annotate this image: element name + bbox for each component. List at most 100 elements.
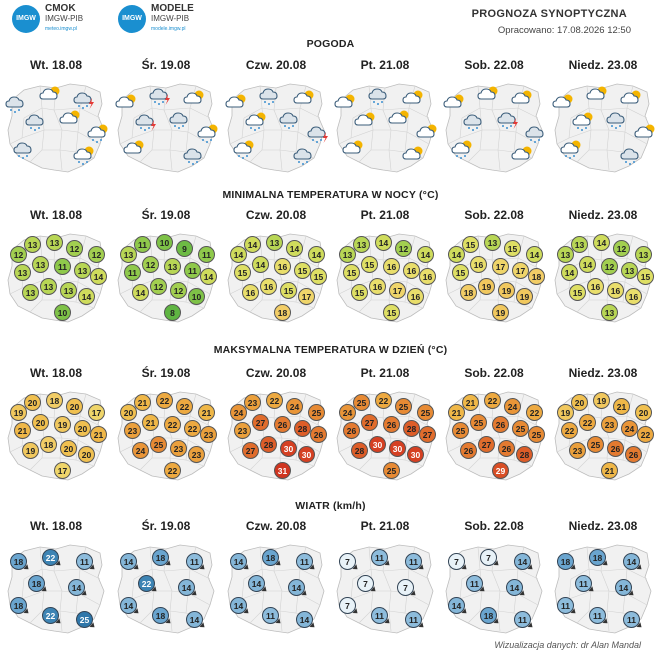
temperature-station-value: 16 bbox=[470, 256, 487, 273]
temperature-station-value: 26 bbox=[625, 446, 642, 463]
cloud-sun-icon bbox=[402, 90, 423, 104]
temperature-station-value: 19 bbox=[557, 404, 574, 421]
wind-speed-value: 18 bbox=[152, 607, 169, 624]
modele-logo[interactable]: IMGW MODELE IMGW-PIB modele.imgw.pl bbox=[118, 4, 194, 34]
temperature-station-value: 12 bbox=[395, 240, 412, 257]
day-map: 20 21 22 22 21 23 21 22 22 23 24 25 23 23 22 bbox=[112, 386, 220, 486]
cloud-storm-icon bbox=[135, 114, 156, 131]
temperature-station-value: 26 bbox=[383, 416, 400, 433]
temperature-station-value: 16 bbox=[369, 278, 386, 295]
wind-speed-value: 11 bbox=[296, 553, 313, 570]
temperature-station-value: 27 bbox=[242, 442, 259, 459]
day-label: Śr. 19.08 bbox=[141, 366, 191, 380]
temperature-station-value: 15 bbox=[234, 264, 251, 281]
wind-speed-value: 11 bbox=[371, 607, 388, 624]
temperature-station-value: 14 bbox=[375, 234, 392, 251]
wind-speed-value: 14 bbox=[288, 579, 305, 596]
temperature-station-value: 16 bbox=[587, 278, 604, 295]
wind-speed-value: 18 bbox=[589, 549, 606, 566]
temperature-station-value: 14 bbox=[561, 264, 578, 281]
temperature-station-value: 12 bbox=[10, 246, 27, 263]
wind-speed-value: 11 bbox=[575, 575, 592, 592]
wind-speed-value: 11 bbox=[405, 553, 422, 570]
temperature-station-value: 21 bbox=[198, 404, 215, 421]
temperature-station-value: 22 bbox=[484, 392, 501, 409]
temperature-station-value: 16 bbox=[260, 278, 277, 295]
temperature-station-value: 11 bbox=[54, 258, 71, 275]
temperature-station-value: 20 bbox=[635, 404, 652, 421]
temperature-station-value: 13 bbox=[46, 234, 63, 251]
temperature-station-value: 21 bbox=[448, 404, 465, 421]
temperature-station-value: 20 bbox=[571, 394, 588, 411]
temperature-station-value: 21 bbox=[613, 398, 630, 415]
wind-speed-value: 14 bbox=[178, 579, 195, 596]
day-label: Pt. 21.08 bbox=[360, 519, 410, 533]
temperature-station-value: 19 bbox=[593, 392, 610, 409]
day-map bbox=[331, 78, 439, 178]
temperature-station-value: 22 bbox=[637, 426, 654, 443]
day-panel: Sob. 22.08 bbox=[440, 58, 548, 188]
temperature-station-value: 23 bbox=[188, 446, 205, 463]
day-panel: Pt. 21.08 7 11 11 7 7 7 11 11 bbox=[331, 519, 439, 644]
temperature-station-value: 19 bbox=[492, 304, 509, 321]
temperature-station-value: 15 bbox=[637, 268, 654, 285]
wind-speed-value: 14 bbox=[448, 597, 465, 614]
temperature-station-value: 12 bbox=[170, 282, 187, 299]
cloud-sun-icon bbox=[115, 94, 136, 108]
wind-speed-value: 11 bbox=[589, 607, 606, 624]
temperature-station-value: 19 bbox=[54, 416, 71, 433]
temperature-station-value: 15 bbox=[280, 282, 297, 299]
wind-speed-value: 7 bbox=[339, 553, 356, 570]
wind-speed-value: 7 bbox=[357, 575, 374, 592]
temperature-station-value: 19 bbox=[10, 404, 27, 421]
section-title-wind: WIATR (km/h) bbox=[295, 500, 366, 512]
temperature-station-value: 26 bbox=[343, 422, 360, 439]
temperature-station-value: 11 bbox=[124, 264, 141, 281]
temperature-station-value: 24 bbox=[504, 398, 521, 415]
day-label: Czw. 20.08 bbox=[245, 366, 307, 380]
cloud-rain-icon bbox=[620, 148, 639, 165]
cloud-storm-icon bbox=[149, 88, 170, 105]
temperature-station-value: 25 bbox=[417, 404, 434, 421]
day-label: Sob. 22.08 bbox=[464, 519, 524, 533]
day-map: 12 13 13 12 12 13 13 11 13 14 13 13 13 14 10 bbox=[2, 228, 110, 328]
day-label: Śr. 19.08 bbox=[141, 519, 191, 533]
day-label: Niedz. 23.08 bbox=[568, 58, 638, 72]
day-label: Sob. 22.08 bbox=[464, 366, 524, 380]
temperature-station-value: 23 bbox=[200, 426, 217, 443]
day-label: Pt. 21.08 bbox=[360, 208, 410, 222]
temperature-station-value: 25 bbox=[470, 414, 487, 431]
day-panel: Pt. 21.08 13 13 14 12 14 15 15 16 16 16 15 16 17 16 15 bbox=[331, 208, 439, 333]
temperature-station-value: 18 bbox=[460, 284, 477, 301]
temperature-station-value: 30 bbox=[389, 440, 406, 457]
temperature-station-value: 17 bbox=[298, 288, 315, 305]
day-panel: Śr. 19.08 14 18 11 22 14 14 18 14 bbox=[112, 519, 220, 644]
cloud-rain-icon bbox=[606, 112, 625, 129]
temperature-station-value: 30 bbox=[298, 446, 315, 463]
day-map: 13 13 14 12 14 15 15 16 16 16 15 16 17 16 15 bbox=[331, 228, 439, 328]
day-panel: Czw. 20.08 14 18 11 14 14 14 11 14 bbox=[222, 519, 330, 644]
cloud-rain-icon bbox=[525, 126, 544, 143]
wind-speed-value: 11 bbox=[262, 607, 279, 624]
day-panel: Pt. 21.08 24 25 22 25 25 26 27 26 28 27 28 30 30 30 25 bbox=[331, 366, 439, 491]
temperature-station-value: 14 bbox=[230, 246, 247, 263]
wind-speed-value: 11 bbox=[186, 553, 203, 570]
cloud-rain-icon bbox=[368, 88, 387, 105]
day-panel: Niedz. 23.08 19 20 19 21 20 22 22 23 24 22 23 25 26 26… bbox=[549, 366, 657, 491]
temperature-station-value: 18 bbox=[46, 392, 63, 409]
cloud-rain-icon bbox=[183, 148, 202, 165]
wind-speed-value: 11 bbox=[623, 611, 640, 628]
cloud-sun-rain-icon bbox=[73, 146, 94, 165]
wind-speed-value: 14 bbox=[615, 579, 632, 596]
temperature-station-value: 22 bbox=[176, 398, 193, 415]
cloud-sun-icon bbox=[183, 90, 204, 104]
cloud-rain-icon bbox=[293, 148, 312, 165]
day-map: 18 18 14 11 14 11 11 11 bbox=[549, 539, 657, 639]
cmok-logo[interactable]: IMGW CMOK IMGW-PIB meteo.imgw.pl bbox=[12, 4, 83, 34]
temperature-station-value: 26 bbox=[274, 416, 291, 433]
temperature-station-value: 14 bbox=[244, 236, 261, 253]
temperature-station-value: 20 bbox=[32, 414, 49, 431]
day-label: Śr. 19.08 bbox=[141, 208, 191, 222]
temperature-station-value: 19 bbox=[516, 288, 533, 305]
temperature-station-value: 28 bbox=[403, 420, 420, 437]
